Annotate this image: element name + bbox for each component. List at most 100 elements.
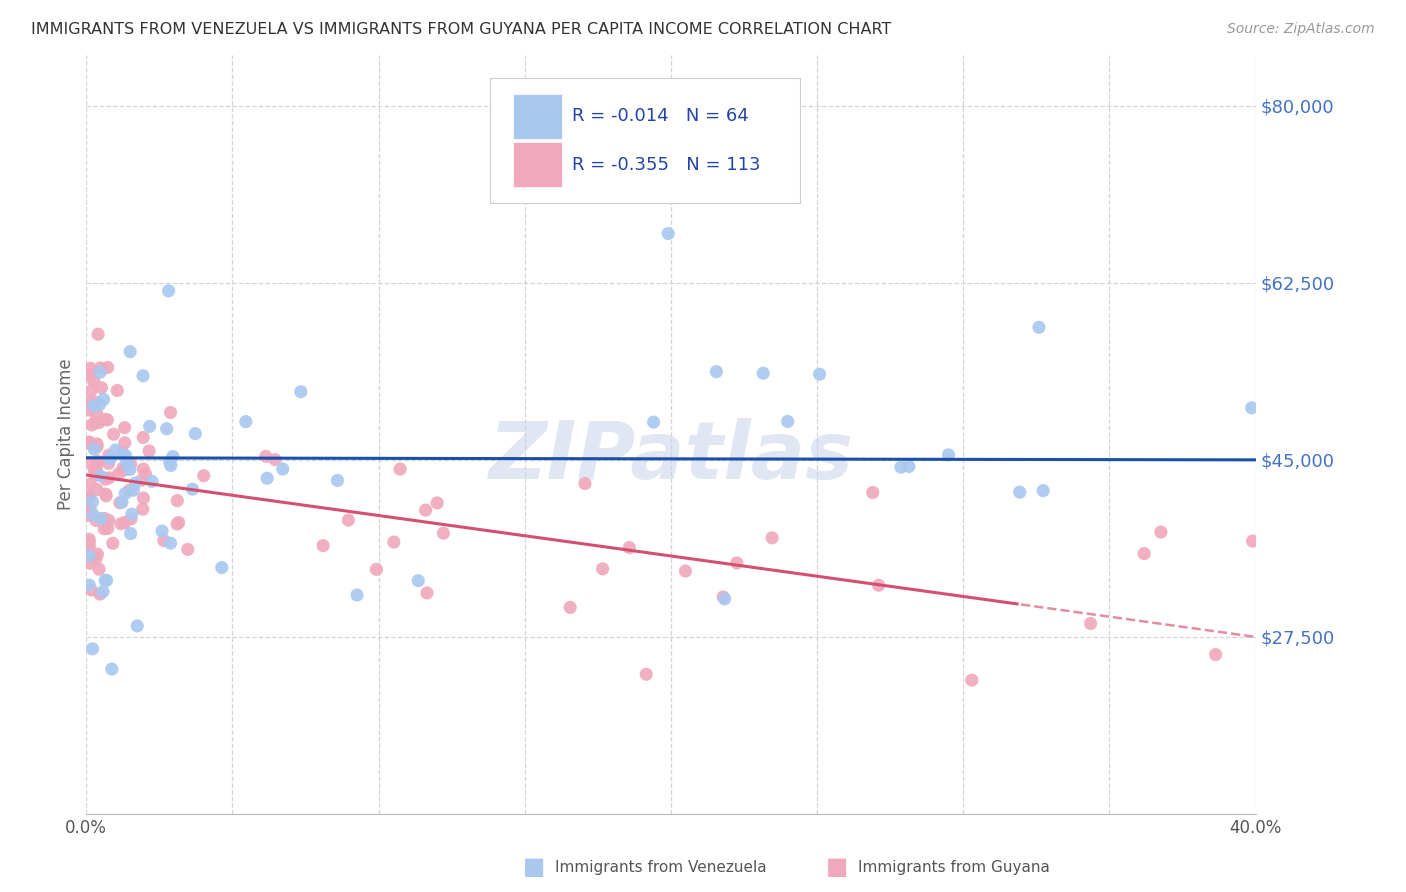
- Point: [79, 403, 101, 417]
- Point: [193, 468, 215, 483]
- Point: [97, 448, 120, 462]
- Point: [235, 415, 257, 429]
- Point: [80, 417, 103, 432]
- Point: [574, 476, 596, 491]
- Point: [159, 458, 181, 473]
- Point: [82, 508, 104, 522]
- Point: [326, 474, 349, 488]
- Point: [86, 467, 108, 482]
- Point: [408, 574, 430, 588]
- Point: [77, 490, 100, 504]
- Point: [80, 384, 103, 398]
- Point: [131, 473, 153, 487]
- Point: [1008, 485, 1031, 500]
- Point: [105, 384, 128, 398]
- Point: [111, 461, 134, 475]
- Point: [112, 448, 135, 462]
- Point: [90, 469, 112, 483]
- Point: [84, 467, 107, 482]
- Point: [80, 582, 103, 597]
- Point: [675, 564, 697, 578]
- Point: [87, 416, 110, 430]
- Text: ■: ■: [825, 855, 848, 879]
- Point: [84, 395, 107, 409]
- Point: [120, 512, 142, 526]
- Point: [94, 489, 117, 503]
- Point: [1150, 524, 1173, 539]
- Point: [77, 539, 100, 553]
- Point: [141, 475, 163, 489]
- Text: ■: ■: [523, 855, 546, 879]
- Point: [211, 560, 233, 574]
- Point: [132, 368, 155, 383]
- Text: Immigrants from Venezuela: Immigrants from Venezuela: [555, 860, 768, 874]
- Point: [114, 435, 136, 450]
- Point: [84, 551, 107, 566]
- Point: [120, 458, 142, 472]
- Point: [86, 440, 108, 454]
- Text: Immigrants from Guyana: Immigrants from Guyana: [858, 860, 1049, 874]
- Point: [432, 526, 454, 541]
- Point: [114, 420, 136, 434]
- Point: [91, 584, 114, 599]
- Point: [89, 587, 111, 601]
- Point: [77, 503, 100, 517]
- Point: [93, 522, 115, 536]
- Point: [290, 384, 312, 399]
- Point: [93, 511, 115, 525]
- Point: [83, 374, 105, 388]
- Point: [346, 588, 368, 602]
- Point: [132, 502, 155, 516]
- Point: [79, 502, 101, 516]
- Point: [89, 398, 111, 412]
- Point: [132, 491, 155, 505]
- Point: [82, 494, 104, 508]
- Point: [86, 437, 108, 451]
- Point: [713, 591, 735, 606]
- Point: [657, 227, 679, 241]
- Point: [87, 327, 110, 342]
- Point: [86, 454, 108, 468]
- Point: [77, 535, 100, 549]
- Point: [862, 485, 884, 500]
- Point: [96, 413, 118, 427]
- Point: [184, 426, 207, 441]
- Point: [127, 619, 149, 633]
- FancyBboxPatch shape: [513, 94, 562, 138]
- Point: [725, 556, 748, 570]
- Point: [153, 533, 176, 548]
- Point: [366, 562, 388, 576]
- Point: [124, 475, 146, 490]
- Point: [87, 562, 110, 576]
- Point: [389, 462, 412, 476]
- Point: [77, 395, 100, 409]
- Point: [79, 477, 101, 491]
- Point: [77, 436, 100, 450]
- Point: [84, 460, 107, 475]
- Point: [121, 507, 143, 521]
- Point: [134, 467, 156, 481]
- Text: R = -0.355   N = 113: R = -0.355 N = 113: [572, 156, 761, 174]
- Point: [114, 449, 136, 463]
- Point: [89, 361, 111, 376]
- Point: [101, 536, 124, 550]
- Point: [159, 536, 181, 550]
- Point: [254, 450, 277, 464]
- Point: [103, 427, 125, 442]
- Point: [1032, 483, 1054, 498]
- Point: [79, 361, 101, 376]
- Point: [122, 483, 145, 498]
- Point: [107, 467, 129, 482]
- Point: [181, 482, 204, 496]
- Point: [138, 419, 160, 434]
- Text: R = -0.014   N = 64: R = -0.014 N = 64: [572, 107, 748, 125]
- Point: [77, 435, 100, 450]
- Point: [98, 471, 121, 485]
- Point: [1240, 401, 1263, 415]
- Point: [897, 459, 920, 474]
- Point: [115, 456, 138, 470]
- Point: [808, 368, 831, 382]
- Point: [711, 590, 734, 604]
- Point: [776, 414, 799, 428]
- Point: [104, 443, 127, 458]
